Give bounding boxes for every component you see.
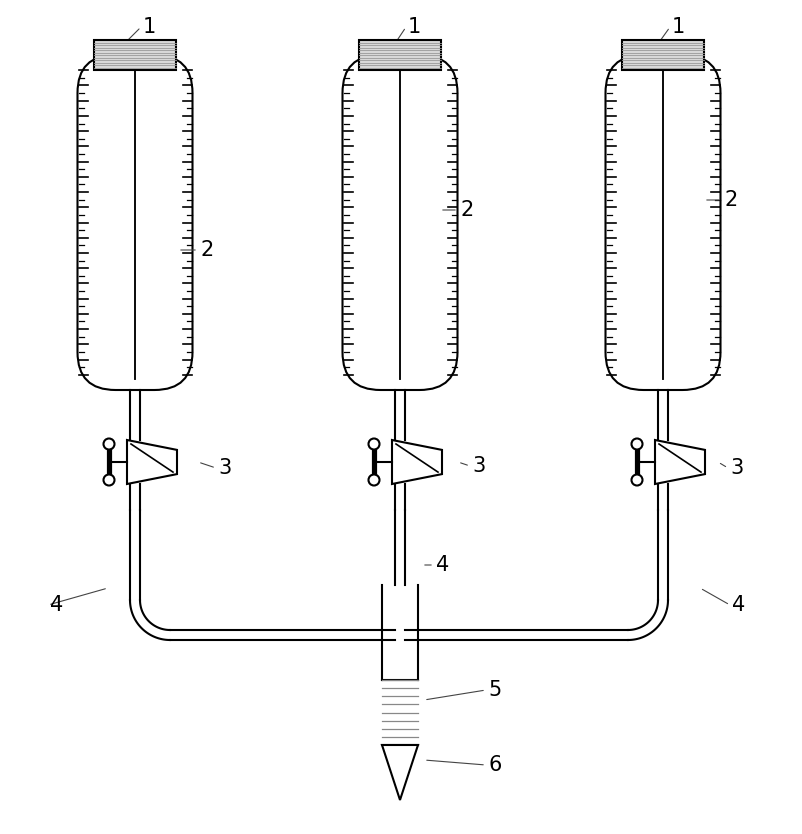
Polygon shape [655,440,705,484]
Text: 4: 4 [732,595,745,615]
Text: 3: 3 [730,458,743,478]
Circle shape [368,439,379,450]
Text: 3: 3 [218,458,231,478]
Circle shape [103,475,115,485]
Circle shape [631,439,642,450]
FancyBboxPatch shape [78,55,192,390]
Bar [358,40,441,70]
Text: 1: 1 [672,17,685,37]
Polygon shape [127,440,177,484]
Text: 2: 2 [724,190,737,210]
Text: 1: 1 [143,17,156,37]
Polygon shape [382,745,418,800]
Text: 6: 6 [488,755,501,775]
Text: 2: 2 [200,240,213,260]
Text: 4: 4 [436,555,449,575]
Text: 5: 5 [488,680,501,700]
Circle shape [103,439,115,450]
Text: 2: 2 [460,200,473,220]
Bar [94,40,176,70]
Text: 3: 3 [472,456,485,476]
Bar [622,40,704,70]
Text: 1: 1 [408,17,421,37]
Text: 4: 4 [50,595,63,615]
Circle shape [631,475,642,485]
Circle shape [368,475,379,485]
FancyBboxPatch shape [342,55,457,390]
FancyBboxPatch shape [606,55,720,390]
Polygon shape [392,440,442,484]
